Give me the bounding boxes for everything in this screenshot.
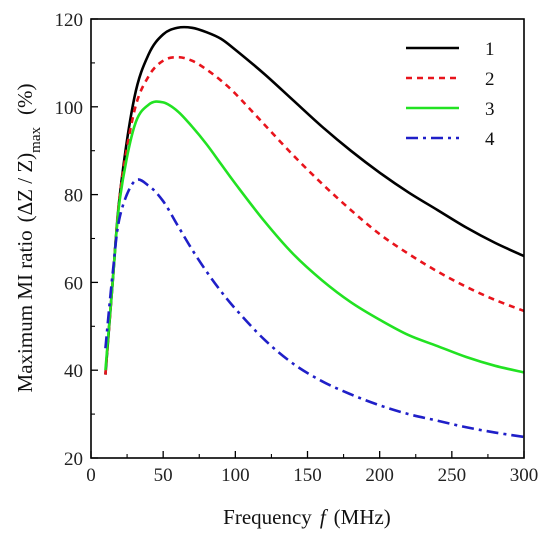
x-tick-label: 100 bbox=[221, 465, 250, 486]
x-axis-symbol: f bbox=[320, 505, 329, 529]
y-tick-label: 120 bbox=[55, 10, 84, 31]
x-tick-label: 0 bbox=[86, 465, 96, 486]
x-tick-label: 300 bbox=[510, 465, 539, 486]
x-tick-label: 150 bbox=[293, 465, 322, 486]
y-axis-subscript: max bbox=[28, 127, 44, 153]
legend: 1 2 3 4 bbox=[406, 39, 495, 150]
y-tick-label: 80 bbox=[64, 186, 83, 207]
x-axis-title: Frequency f (MHz) bbox=[223, 505, 391, 529]
y-tick-label: 60 bbox=[64, 273, 83, 294]
axis-ticks: 0 50 100 150 200 250 300 20 40 60 80 100 120 bbox=[55, 10, 539, 486]
series-1-line bbox=[104, 25, 525, 375]
series-4-line bbox=[104, 178, 525, 439]
legend-label-4: 4 bbox=[485, 129, 495, 150]
y-tick-label: 20 bbox=[64, 449, 83, 470]
legend-label-1: 1 bbox=[485, 39, 495, 60]
y-tick-label: 40 bbox=[64, 361, 83, 382]
x-axis-label: Frequency bbox=[223, 505, 312, 529]
x-axis-unit: (MHz) bbox=[334, 505, 391, 529]
x-tick-label: 250 bbox=[438, 465, 467, 486]
legend-label-2: 2 bbox=[485, 69, 495, 90]
y-axis-title: Maximum MI ratio (ΔZ / Z)max (%) bbox=[13, 84, 44, 393]
y-tick-label: 100 bbox=[55, 98, 84, 119]
series-layer bbox=[104, 25, 525, 439]
y-axis-unit: (%) bbox=[13, 84, 37, 115]
series-2-line bbox=[104, 55, 525, 375]
x-tick-label: 200 bbox=[365, 465, 394, 486]
y-axis-label: Maximum MI ratio bbox=[13, 230, 37, 392]
legend-label-3: 3 bbox=[485, 99, 495, 120]
y-axis-expression: (ΔZ / Z) bbox=[13, 153, 37, 222]
x-tick-label: 50 bbox=[154, 465, 173, 486]
plot-frame bbox=[90, 18, 525, 459]
series-3-line bbox=[104, 100, 525, 374]
